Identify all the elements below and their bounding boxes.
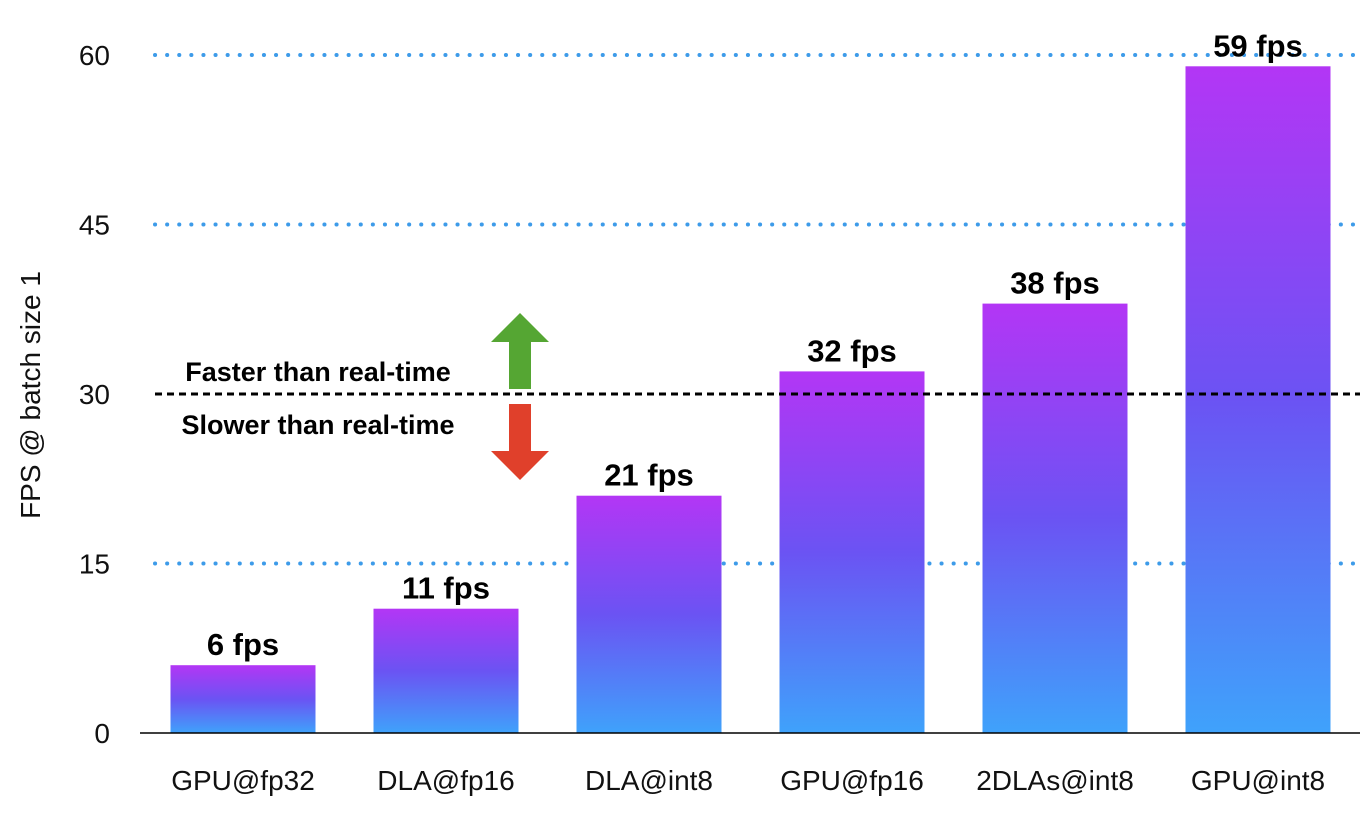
slower-than-real-time-label: Slower than real-time [181,410,454,440]
data-label: 32 fps [807,333,897,368]
data-label: 6 fps [207,627,279,662]
x-category-label: GPU@int8 [1191,765,1325,796]
data-label: 38 fps [1010,266,1100,301]
data-label: 11 fps [402,571,490,606]
x-category-label: DLA@int8 [585,765,713,796]
x-category-label: 2DLAs@int8 [976,765,1134,796]
y-tick-label: 15 [79,549,110,580]
y-tick-label: 0 [94,718,110,749]
bar [373,608,519,733]
x-category-label: GPU@fp16 [780,765,924,796]
x-category-label: GPU@fp32 [171,765,315,796]
bar [779,371,925,733]
y-tick-label: 45 [79,210,110,241]
bar [982,303,1128,733]
x-category-label: DLA@fp16 [377,765,514,796]
y-tick-label: 30 [79,379,110,410]
data-labels: 6 fps 11 fps 21 fps 32 fps 38 fps 59 fps [207,28,1303,662]
x-axis-categories: GPU@fp32 DLA@fp16 DLA@int8 GPU@fp16 2DLAs@in… [171,765,1325,796]
bars [170,66,1331,734]
y-axis-ticks: 0 15 30 45 60 [79,40,110,749]
data-label: 59 fps [1213,28,1303,63]
bar [576,495,722,733]
y-axis-label: FPS @ batch size 1 [15,271,46,519]
y-tick-label: 60 [79,40,110,71]
up-arrow-icon [491,313,549,389]
down-arrow-icon [491,404,549,480]
bar [1185,66,1331,734]
faster-than-real-time-label: Faster than real-time [185,357,451,387]
data-label: 21 fps [604,458,694,493]
grid-lines [153,53,1362,566]
bar [170,665,316,733]
